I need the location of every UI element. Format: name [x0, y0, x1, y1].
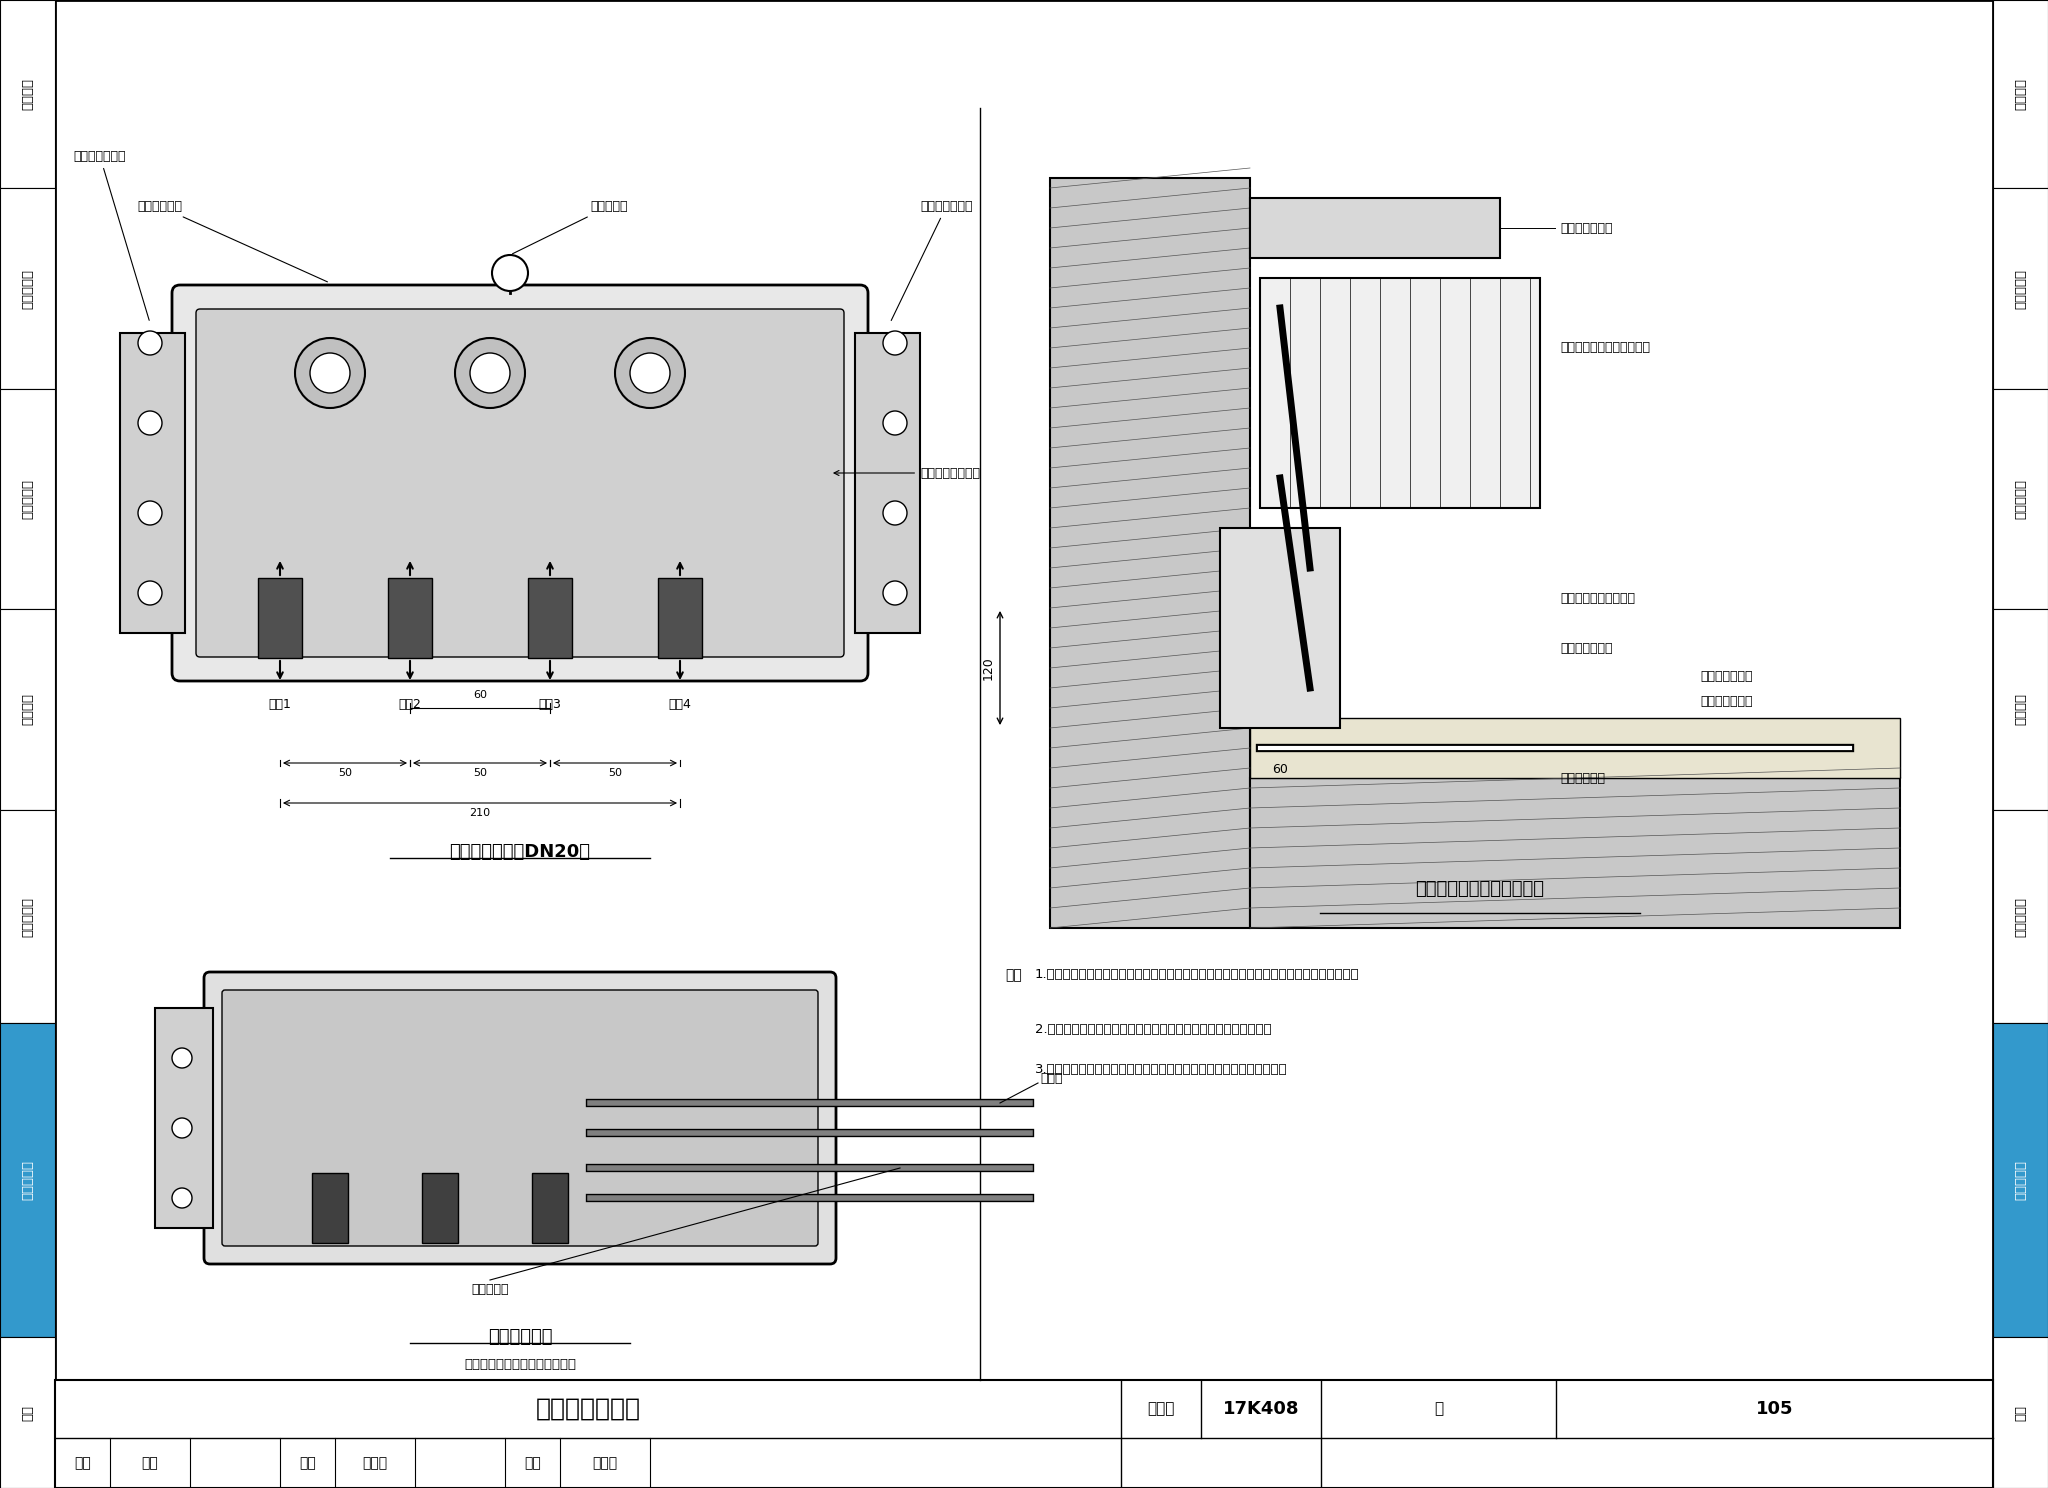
FancyBboxPatch shape — [205, 972, 836, 1263]
Text: 附录: 附录 — [2013, 1405, 2028, 1421]
Circle shape — [295, 338, 365, 408]
Bar — [1249, 719, 1901, 778]
Bar — [1993, 809, 2048, 1024]
Bar — [528, 577, 571, 658]
Text: （散热器接管临时封闭的安装）: （散热器接管临时封闭的安装） — [465, 1359, 575, 1370]
Text: 页: 页 — [1434, 1402, 1444, 1417]
Bar — [422, 1173, 459, 1242]
Circle shape — [172, 1117, 193, 1138]
Text: 散热器安装: 散热器安装 — [2013, 479, 2028, 519]
Text: 1.此连接件可以避免双管下分系统管道在地面下有接头，在同程系统中可连接多组散热器。: 1.此连接件可以避免双管下分系统管道在地面下有接头，在同程系统中可连接多组散热器… — [1034, 969, 1360, 981]
FancyBboxPatch shape — [197, 310, 844, 658]
Text: 管道连接: 管道连接 — [20, 693, 35, 726]
Text: 附录: 附录 — [20, 1405, 35, 1421]
Text: 接口1: 接口1 — [268, 698, 291, 711]
Text: 散热器连接盒（DN20）: 散热器连接盒（DN20） — [449, 844, 590, 862]
Bar — [0, 809, 55, 1024]
Circle shape — [137, 411, 162, 434]
Text: 目录说明: 目录说明 — [2013, 79, 2028, 110]
Text: 散热器连接组件: 散热器连接组件 — [535, 1397, 641, 1421]
Circle shape — [492, 254, 528, 292]
Bar — [0, 390, 55, 609]
Text: 60: 60 — [473, 690, 487, 699]
Text: 阀门与附件: 阀门与附件 — [20, 1161, 35, 1201]
Bar — [854, 333, 920, 632]
Bar — [0, 189, 55, 390]
Text: 董俯言: 董俯言 — [362, 1455, 387, 1470]
Bar — [258, 577, 301, 658]
Text: 接口4: 接口4 — [668, 698, 692, 711]
Bar — [121, 333, 184, 632]
Circle shape — [614, 338, 684, 408]
Text: 管道连接: 管道连接 — [2013, 693, 2028, 726]
Circle shape — [883, 501, 907, 525]
Circle shape — [631, 353, 670, 393]
Text: 50: 50 — [473, 768, 487, 778]
Circle shape — [309, 353, 350, 393]
Bar — [657, 577, 702, 658]
Text: 接口2: 接口2 — [399, 698, 422, 711]
Text: 散热器固定支架: 散热器固定支架 — [1561, 222, 1612, 235]
Text: 105: 105 — [1755, 1400, 1794, 1418]
Text: 塑料或金属成品连接件: 塑料或金属成品连接件 — [1561, 592, 1634, 604]
Circle shape — [469, 353, 510, 393]
Text: 图集号: 图集号 — [1147, 1402, 1176, 1417]
Circle shape — [172, 1048, 193, 1068]
Bar — [0, 0, 55, 1488]
Text: 连接散热器的接口: 连接散热器的接口 — [834, 467, 981, 479]
Text: 审核: 审核 — [74, 1455, 90, 1470]
Text: 散热器连接盒: 散热器连接盒 — [1561, 771, 1606, 784]
Bar — [1993, 1024, 2048, 1338]
Circle shape — [137, 580, 162, 606]
Text: 自动排气阀: 自动排气阀 — [512, 199, 627, 254]
Bar — [1993, 609, 2048, 809]
Bar — [0, 609, 55, 809]
Bar — [1221, 528, 1339, 728]
Text: 散热器选用: 散热器选用 — [2013, 269, 2028, 310]
Text: 120: 120 — [981, 656, 995, 680]
Text: 配套连接管: 配套连接管 — [471, 1283, 508, 1296]
Text: 墙上安装固定板: 墙上安装固定板 — [74, 150, 150, 320]
Text: 暗装接管组件: 暗装接管组件 — [487, 1327, 553, 1347]
Text: 3.系统在做通水或水压实验时，不接散热器时可按照左图用短管封闭。: 3.系统在做通水或水压实验时，不接散热器时可按照左图用短管封闭。 — [1034, 1062, 1288, 1076]
Circle shape — [883, 411, 907, 434]
Bar — [1249, 778, 1901, 929]
Text: 胡建丽: 胡建丽 — [592, 1455, 618, 1470]
Bar — [156, 1007, 213, 1228]
Circle shape — [172, 1187, 193, 1208]
Bar — [311, 1173, 348, 1242]
Bar — [1993, 0, 2048, 189]
Text: 设计: 设计 — [524, 1455, 541, 1470]
Circle shape — [137, 330, 162, 356]
Bar — [0, 1024, 55, 1338]
Text: 接口3: 接口3 — [539, 698, 561, 711]
Circle shape — [137, 501, 162, 525]
Text: 50: 50 — [338, 768, 352, 778]
Text: 墙上安装固定板: 墙上安装固定板 — [891, 199, 973, 320]
Text: 50: 50 — [608, 768, 623, 778]
Bar — [1993, 1338, 2048, 1488]
Text: 2.连接件的四个接口可根据系统设计的需要确定是否连接或封堵。: 2.连接件的四个接口可根据系统设计的需要确定是否连接或封堵。 — [1034, 1024, 1272, 1036]
Text: 210: 210 — [469, 808, 492, 818]
Bar — [1993, 390, 2048, 609]
Text: 校对: 校对 — [299, 1455, 315, 1470]
Circle shape — [883, 330, 907, 356]
Text: 王加: 王加 — [141, 1455, 158, 1470]
Bar — [1993, 189, 2048, 390]
Text: 60: 60 — [1272, 763, 1288, 777]
Bar — [1249, 198, 1499, 257]
Text: 垫层内塑料管道: 垫层内塑料管道 — [1700, 670, 1753, 683]
Text: 预埋安装盒体: 预埋安装盒体 — [137, 199, 328, 281]
Text: 塑料或金属管道: 塑料或金属管道 — [1561, 641, 1612, 655]
Bar — [1260, 278, 1540, 507]
Bar — [532, 1173, 567, 1242]
FancyBboxPatch shape — [221, 990, 817, 1245]
Text: 扣板与墙饰面齐: 扣板与墙饰面齐 — [1700, 695, 1753, 708]
Text: 目录说明: 目录说明 — [20, 79, 35, 110]
Text: 散热器安装: 散热器安装 — [20, 479, 35, 519]
Bar — [0, 0, 55, 189]
Text: 具有底进底出接口的散热器: 具有底进底出接口的散热器 — [1561, 341, 1651, 354]
Bar — [55, 1379, 1993, 1488]
Bar — [387, 577, 432, 658]
